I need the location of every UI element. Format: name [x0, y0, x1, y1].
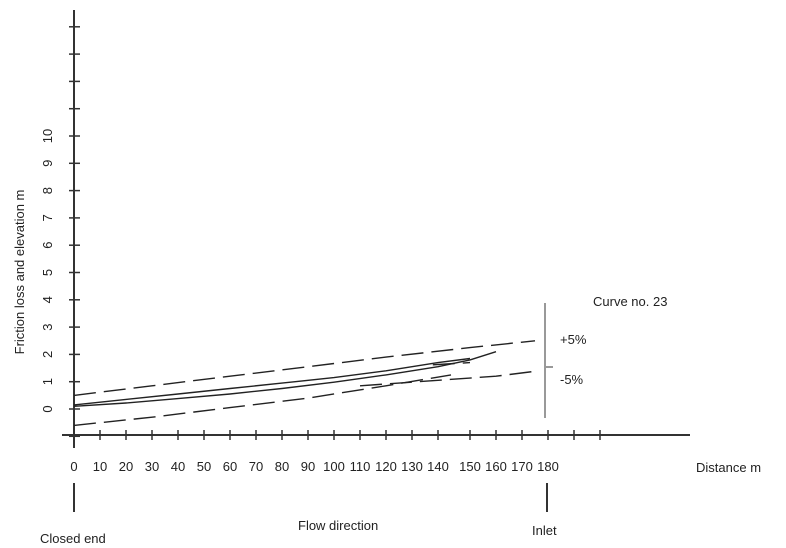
y-tick-label: 1 [40, 378, 55, 385]
y-tick-label: 6 [40, 242, 55, 249]
x-tick-label: 80 [275, 459, 289, 474]
series-line-1 [73, 357, 471, 406]
plus-5-label: +5% [560, 332, 587, 347]
x-ticks: 0 10 20 30 40 50 60 70 80 90 100 110 120 130 140 150 160… [70, 430, 601, 474]
y-axis-title: Friction loss and elevation m [12, 190, 27, 355]
x-tick-label: 40 [171, 459, 185, 474]
closed-end-label: Closed end [40, 531, 106, 546]
x-tick-label: 100 [323, 459, 345, 474]
x-tick-label: 150 [459, 459, 481, 474]
x-tick-label: 140 [427, 459, 449, 474]
inlet-label: Inlet [532, 523, 557, 538]
series-line-5 [432, 361, 471, 366]
x-tick-label: 10 [93, 459, 107, 474]
x-tick-label: 50 [197, 459, 211, 474]
x-tick-label: 60 [223, 459, 237, 474]
y-tick-label: 8 [40, 187, 55, 194]
x-tick-label: 110 [350, 459, 371, 474]
y-tick-label: 5 [40, 269, 55, 276]
x-axis-title: Distance m [696, 460, 761, 475]
x-tick-label: 170 [511, 459, 533, 474]
x-tick-label: 30 [145, 459, 159, 474]
x-tick-label: 130 [401, 459, 423, 474]
x-tick-label: 0 [70, 459, 77, 474]
x-tick-label: 20 [119, 459, 133, 474]
y-tick-label: 9 [40, 160, 55, 167]
y-tick-label: 2 [40, 351, 55, 358]
series-line-3 [73, 374, 452, 427]
axes [62, 10, 690, 448]
x-tick-label: 180 [537, 459, 559, 474]
x-tick-label: 90 [301, 459, 315, 474]
y-tick-label: 3 [40, 323, 55, 330]
y-tick-label: 7 [40, 214, 55, 221]
series-line-4 [359, 370, 536, 387]
y-tick-label: 4 [40, 296, 55, 303]
y-tick-label: 0 [40, 405, 55, 412]
flow-direction-label: Flow direction [298, 518, 378, 533]
x-tick-label: 70 [249, 459, 263, 474]
minus-5-label: -5% [560, 372, 584, 387]
y-ticks: 0 1 2 3 4 5 6 7 8 9 10 [40, 26, 80, 438]
y-tick-label: 10 [40, 129, 55, 143]
x-tick-label: 160 [485, 459, 507, 474]
x-tick-label: 120 [375, 459, 397, 474]
series-layer [73, 340, 536, 427]
series-line-2 [73, 340, 536, 397]
curve-label: Curve no. 23 [593, 294, 667, 309]
